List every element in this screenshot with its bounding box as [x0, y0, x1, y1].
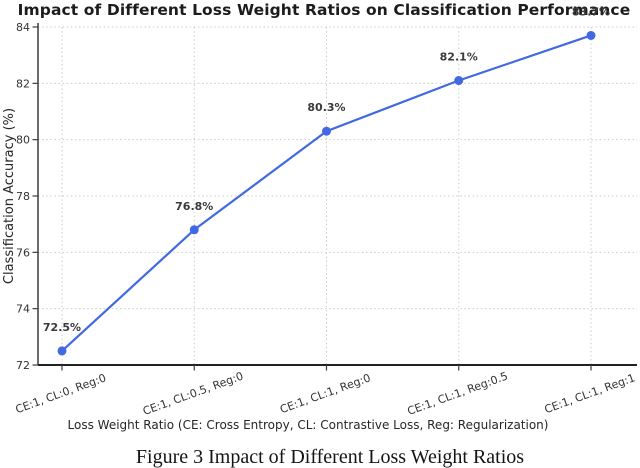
data-point-label: 72.5%: [43, 321, 81, 334]
data-point-label: 80.3%: [307, 101, 345, 114]
x-tick-label: CE:1, CL:1, Reg:1: [543, 371, 637, 416]
data-point-marker: [586, 30, 596, 40]
x-axis-title: Loss Weight Ratio (CE: Cross Entropy, CL…: [67, 418, 549, 432]
x-tick-label: CE:1, CL:1, Reg:0.5: [406, 369, 510, 417]
x-tick-label: CE:1, CL:0, Reg:0: [14, 371, 108, 416]
x-tick-label: CE:1, CL:1, Reg:0: [278, 371, 372, 416]
data-line: [61, 34, 592, 352]
figure-caption: Figure 3 Impact of Different Loss Weight…: [135, 446, 525, 468]
y-tick-label: 74: [16, 303, 30, 316]
y-tick-label: 72: [16, 359, 30, 372]
y-tick-label: 80: [16, 134, 30, 147]
y-axis-title: Classification Accuracy (%): [2, 108, 17, 284]
y-tick-label: 78: [16, 190, 30, 203]
y-tick-label: 76: [16, 246, 30, 259]
data-point-label: 76.8%: [175, 200, 213, 213]
data-point-marker: [189, 225, 199, 235]
data-point-marker: [322, 126, 331, 136]
data-point-label: 83.7%: [572, 5, 610, 18]
data-point-marker: [454, 76, 464, 86]
y-tick-label: 82: [16, 77, 30, 90]
data-point-marker: [57, 346, 67, 356]
x-tick-label: CE:1, CL:0.5, Reg:0: [141, 369, 245, 417]
data-point-label: 82.1%: [440, 51, 478, 64]
y-tick-label: 84: [16, 21, 30, 34]
chart-title: Impact of Different Loss Weight Ratios o…: [17, 1, 631, 19]
